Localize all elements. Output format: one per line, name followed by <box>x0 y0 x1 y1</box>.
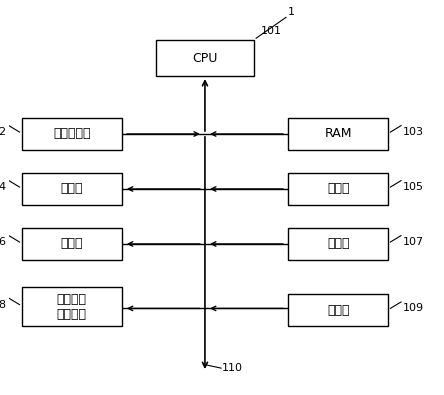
Text: 显示部: 显示部 <box>60 182 83 196</box>
Text: 输出部: 输出部 <box>327 304 349 317</box>
FancyBboxPatch shape <box>22 118 122 150</box>
Text: 108: 108 <box>0 300 7 310</box>
FancyBboxPatch shape <box>288 294 388 326</box>
Text: 102: 102 <box>0 127 7 137</box>
Text: 计时部: 计时部 <box>327 237 349 250</box>
FancyBboxPatch shape <box>22 228 122 260</box>
FancyBboxPatch shape <box>156 40 254 76</box>
Text: 109: 109 <box>403 303 424 313</box>
FancyBboxPatch shape <box>22 287 122 326</box>
Text: 105: 105 <box>403 182 424 192</box>
Text: 106: 106 <box>0 237 7 247</box>
Text: 110: 110 <box>222 363 243 373</box>
Text: 存储部: 存储部 <box>327 182 349 196</box>
FancyBboxPatch shape <box>288 228 388 260</box>
Text: RAM: RAM <box>325 128 352 141</box>
FancyBboxPatch shape <box>22 173 122 205</box>
Text: 107: 107 <box>403 237 424 247</box>
FancyBboxPatch shape <box>288 118 388 150</box>
Text: CPU: CPU <box>192 52 218 65</box>
Text: 1: 1 <box>288 7 295 17</box>
Text: 操作输入部: 操作输入部 <box>53 128 91 141</box>
Text: 101: 101 <box>260 26 281 36</box>
FancyBboxPatch shape <box>288 173 388 205</box>
Text: 103: 103 <box>403 127 424 137</box>
Text: 104: 104 <box>0 182 7 192</box>
Text: 卫星电波
接收模块: 卫星电波 接收模块 <box>57 293 87 320</box>
Text: 通信部: 通信部 <box>60 237 83 250</box>
